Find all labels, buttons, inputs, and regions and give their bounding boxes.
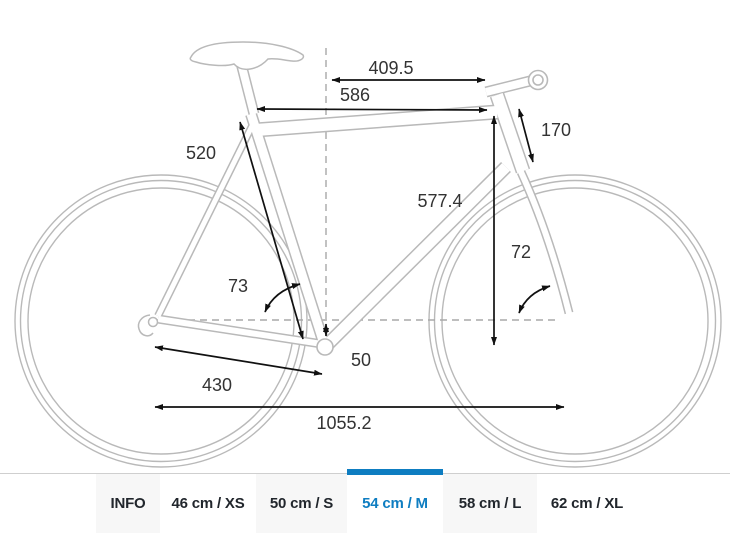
tab-58cm-l-label: 58 cm / L	[458, 495, 522, 512]
arrow-top-tube	[256, 106, 488, 113]
tab-info-label: INFO	[110, 495, 146, 512]
label-head-tube: 170	[541, 120, 571, 140]
label-top-tube: 586	[340, 85, 370, 105]
tab-54cm-m[interactable]: 54 cm / M	[347, 469, 443, 533]
arrow-head-tube	[518, 108, 534, 163]
arc-head-angle	[518, 285, 551, 314]
arc-seat-angle	[264, 283, 301, 313]
tab-50cm-s[interactable]: 50 cm / S	[256, 474, 347, 533]
label-seat-tube: 520	[186, 143, 216, 163]
tab-62cm-xl-label: 62 cm / XL	[550, 495, 624, 512]
label-stack: 577.4	[417, 191, 462, 211]
tab-54cm-m-label: 54 cm / M	[362, 495, 428, 512]
label-chainstay: 430	[202, 375, 232, 395]
tab-info[interactable]: INFO	[96, 474, 160, 533]
label-head-angle: 72	[511, 242, 531, 262]
tab-62cm-xl[interactable]: 62 cm / XL	[537, 474, 637, 533]
bike-geometry-diagram: 409.5 586 170 520 577.4 72 73 50 430 105…	[14, 41, 722, 468]
rear-dropout	[137, 314, 159, 337]
tab-46cm-xs[interactable]: 46 cm / XS	[160, 474, 256, 533]
tab-46cm-xs-label: 46 cm / XS	[171, 495, 245, 512]
arrow-chainstay	[154, 345, 323, 376]
front-wheel	[428, 174, 722, 468]
label-wheelbase: 1055.2	[316, 413, 371, 433]
tab-58cm-l[interactable]: 58 cm / L	[443, 474, 537, 533]
dimension-labels: 409.5 586 170 520 577.4 72 73 50 430 105…	[186, 58, 571, 433]
saddle	[189, 41, 305, 71]
label-front-center: 409.5	[368, 58, 413, 78]
label-bb-drop: 50	[351, 350, 371, 370]
tab-50cm-s-label: 50 cm / S	[269, 495, 334, 512]
handlebar-grip	[527, 69, 549, 91]
size-tabbar: INFO 46 cm / XS 50 cm / S 54 cm / M 58 c…	[0, 469, 730, 533]
bottom-bracket	[316, 338, 334, 356]
dimension-arrows	[154, 77, 565, 410]
label-seat-angle: 73	[228, 276, 248, 296]
